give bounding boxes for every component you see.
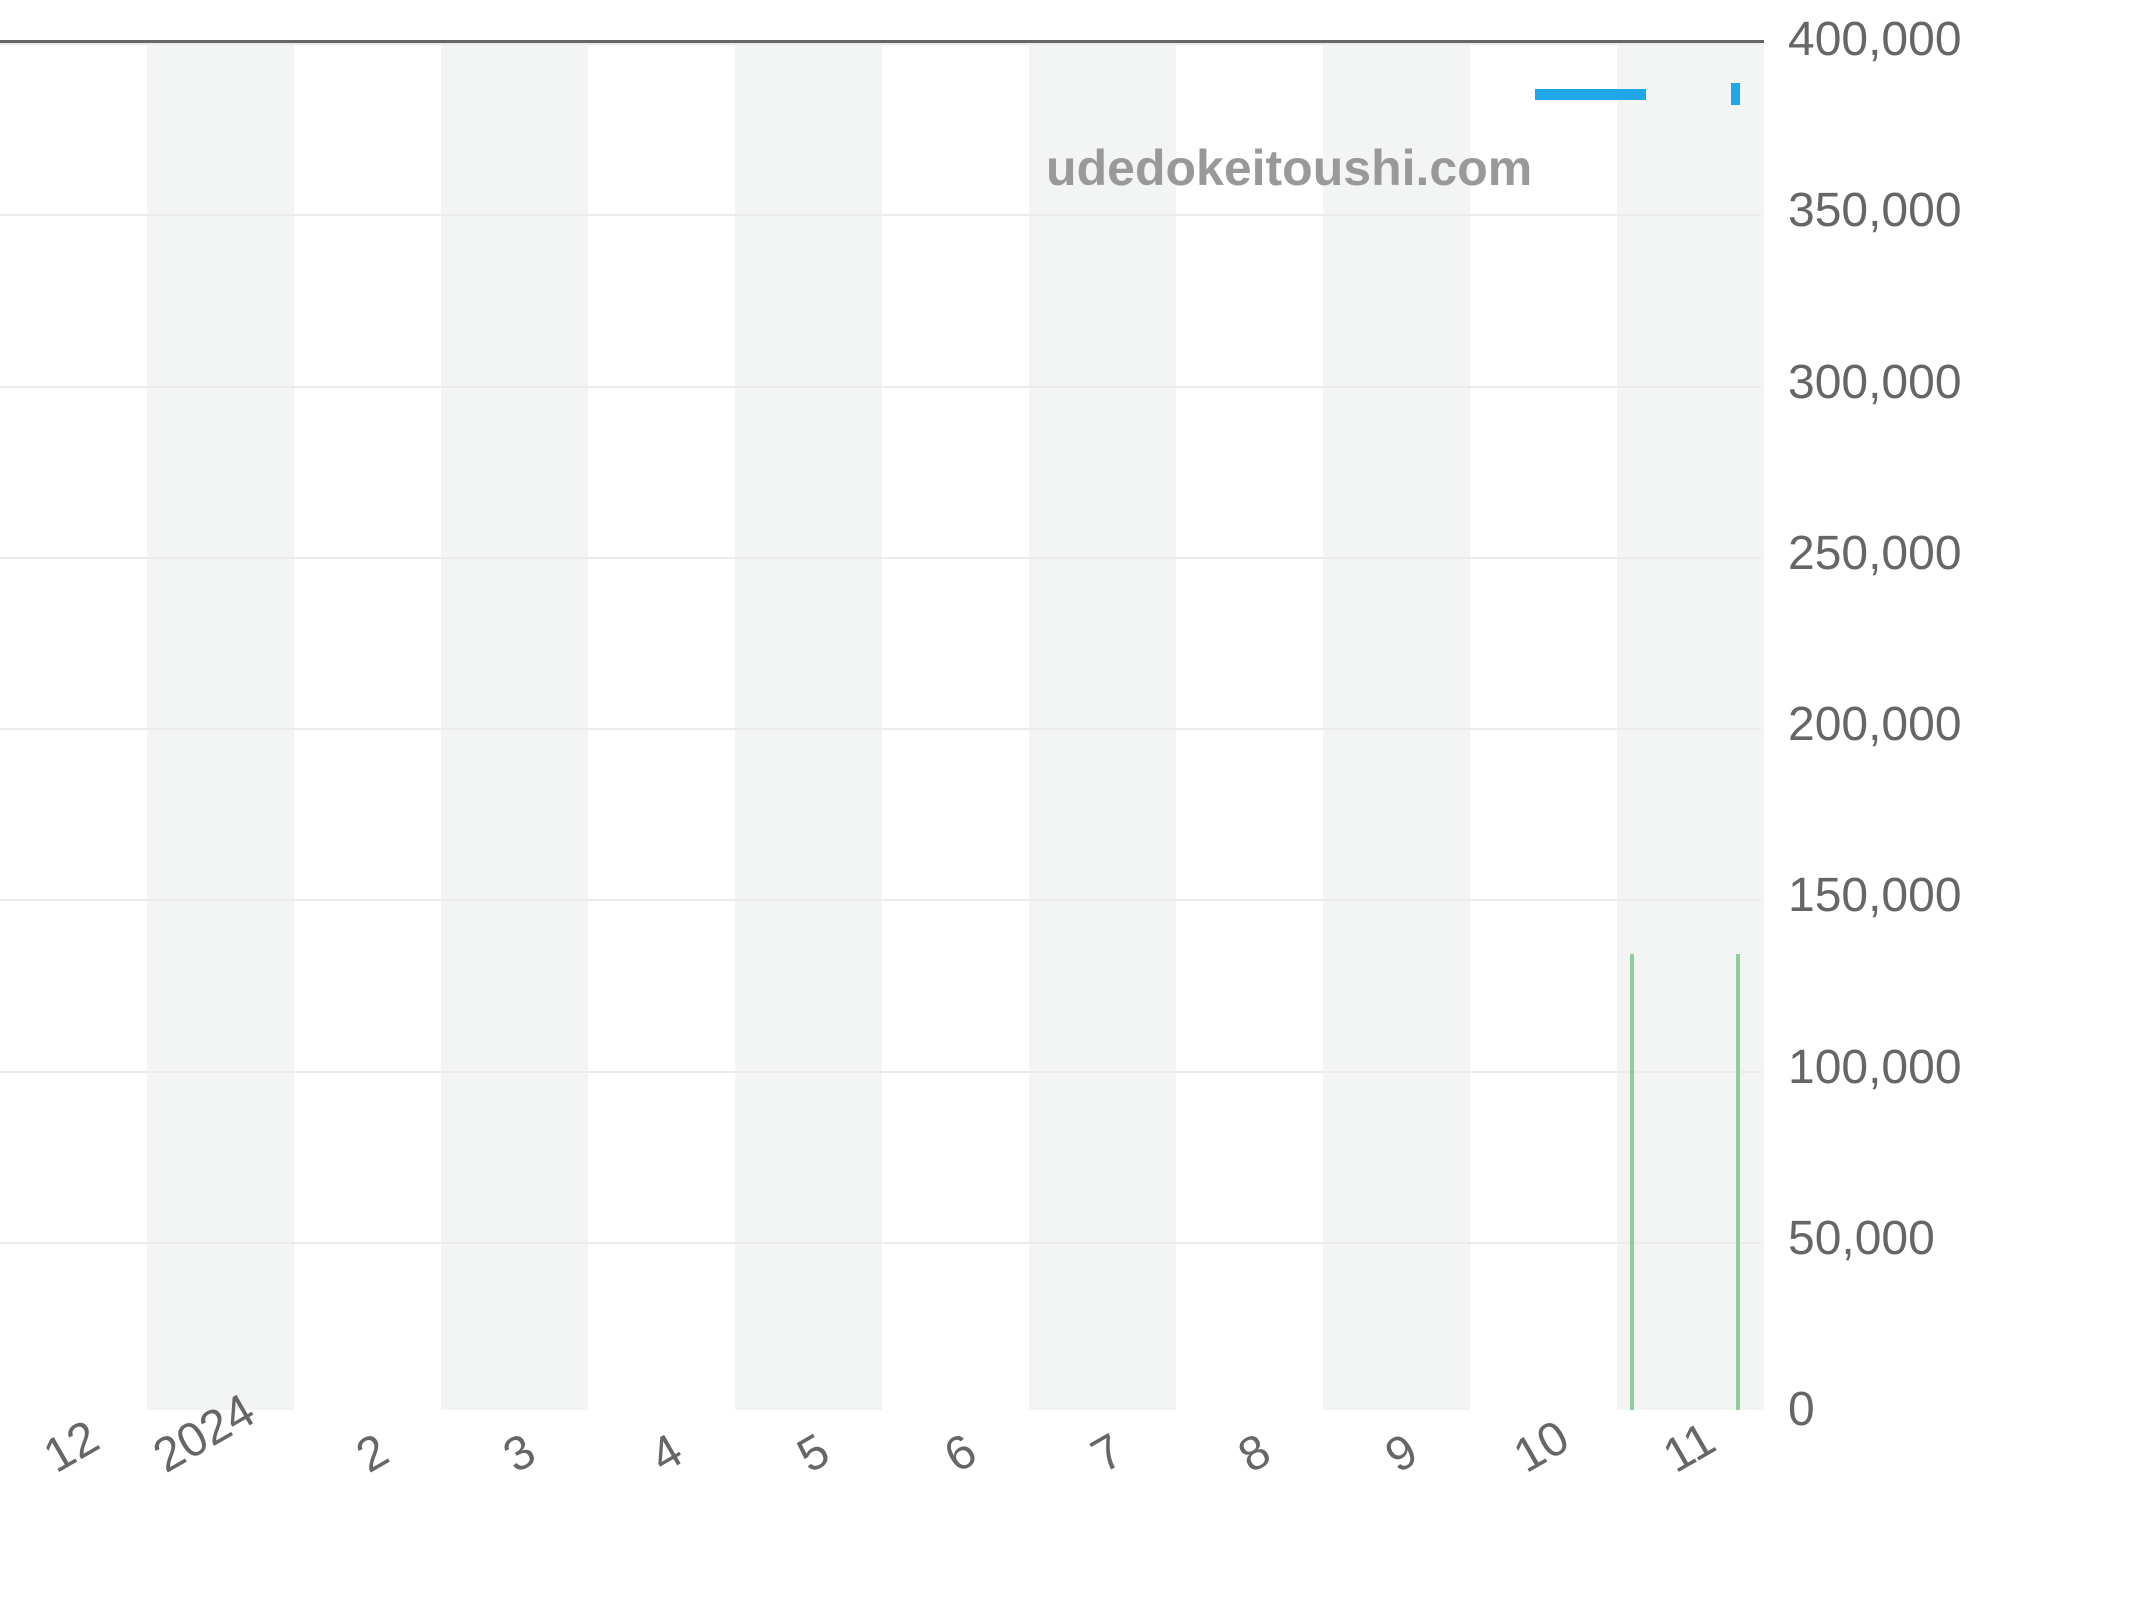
x-tick-label: 9: [1378, 1427, 1425, 1482]
x-tick-label: 5: [790, 1427, 837, 1482]
price-chart: 0 50,000 100,000 150,000 200,000 250,000 300,0…: [0, 0, 2144, 1600]
grid-line: [0, 557, 1761, 559]
y-tick-label: 150,000: [1788, 872, 1962, 920]
alt-band: [1323, 43, 1470, 1410]
grid-line: [0, 728, 1761, 730]
y-tick-label: 200,000: [1788, 701, 1962, 749]
alt-band: [1617, 43, 1764, 1410]
grid-line: [0, 1071, 1761, 1073]
y-tick-label: 0: [1788, 1386, 1815, 1434]
x-tick-label: 2: [349, 1427, 396, 1482]
price-line: [1535, 89, 1646, 100]
y-tick-label: 300,000: [1788, 359, 1962, 407]
alt-band: [735, 43, 882, 1410]
y-tick-label: 50,000: [1788, 1215, 1935, 1263]
y-tick-label: 100,000: [1788, 1044, 1962, 1092]
volume-bar: [1630, 954, 1634, 1410]
volume-bar: [1736, 954, 1740, 1410]
alt-band: [147, 43, 294, 1410]
grid-line: [0, 43, 1761, 45]
grid-line: [0, 386, 1761, 388]
grid-line: [0, 899, 1761, 901]
x-tick-label: 8: [1231, 1427, 1278, 1482]
x-tick-label: 3: [496, 1427, 543, 1482]
x-tick-label: 10: [1506, 1413, 1576, 1481]
grid-line: [0, 214, 1761, 216]
x-tick-label: 12: [36, 1413, 106, 1481]
y-tick-label: 400,000: [1788, 16, 1962, 64]
y-tick-label: 350,000: [1788, 187, 1962, 235]
x-tick-label: 6: [937, 1427, 984, 1482]
line-end-marker: [1731, 83, 1740, 105]
x-tick-label: 4: [643, 1427, 690, 1482]
watermark-text: udedokeitoushi.com: [1046, 143, 1532, 193]
x-tick-label: 7: [1084, 1427, 1131, 1482]
alt-band: [1029, 43, 1176, 1410]
y-tick-label: 250,000: [1788, 530, 1962, 578]
alt-band: [441, 43, 588, 1410]
grid-line: [0, 1242, 1761, 1244]
x-tick-label: 11: [1656, 1415, 1723, 1481]
plot-area: [0, 40, 1764, 1410]
